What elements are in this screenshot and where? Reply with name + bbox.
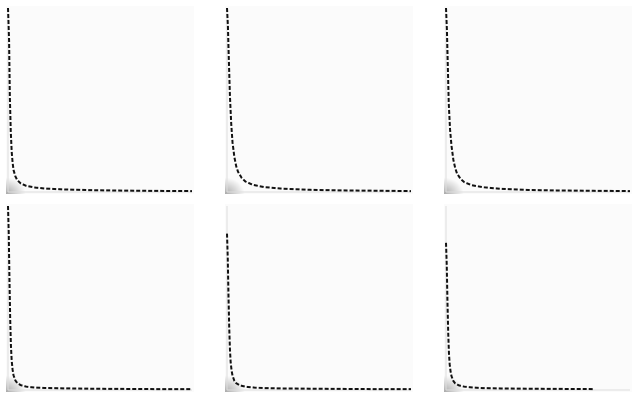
- panel-3: [444, 6, 632, 194]
- panel-2: [225, 6, 413, 194]
- chart-2: [225, 6, 413, 194]
- density-shade: [6, 345, 63, 392]
- series-line-1: [226, 233, 412, 391]
- chart-3: [444, 6, 632, 194]
- panel-6: [444, 204, 632, 392]
- chart-6: [444, 204, 632, 392]
- density-shade: [6, 147, 63, 194]
- density-shade: [225, 345, 282, 392]
- series-line-1: [445, 242, 594, 391]
- series-line-1: [226, 7, 412, 193]
- panel-4: [6, 204, 194, 392]
- chart-4: [6, 204, 194, 392]
- panel-5: [225, 204, 413, 392]
- density-shade: [444, 345, 501, 392]
- series-line-1: [7, 205, 193, 391]
- chart-1: [6, 6, 194, 194]
- series-line-1: [445, 7, 631, 193]
- panel-1: [6, 6, 194, 194]
- series-line-1: [7, 7, 193, 193]
- chart-5: [225, 204, 413, 392]
